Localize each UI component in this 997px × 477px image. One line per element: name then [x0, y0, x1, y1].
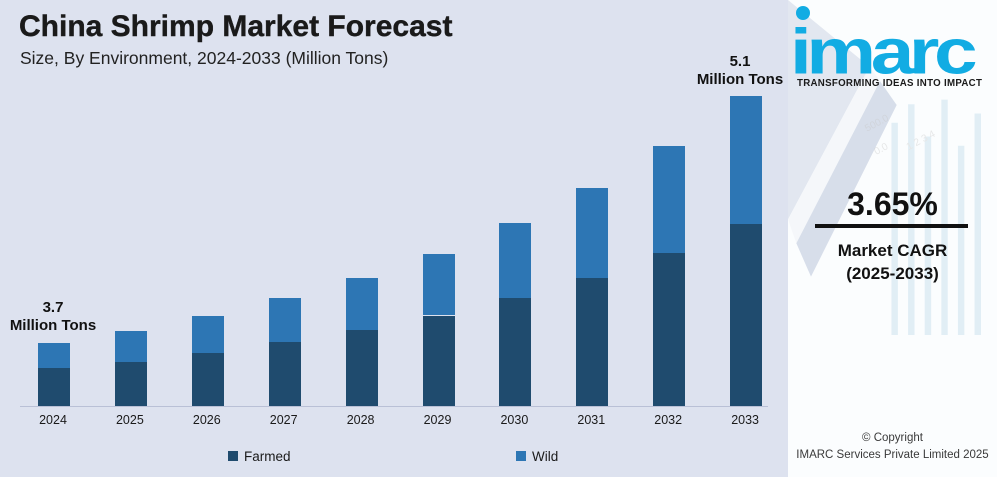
svg-text:500.0: 500.0 — [863, 113, 891, 135]
svg-text:0.0: 0.0 — [872, 141, 890, 157]
